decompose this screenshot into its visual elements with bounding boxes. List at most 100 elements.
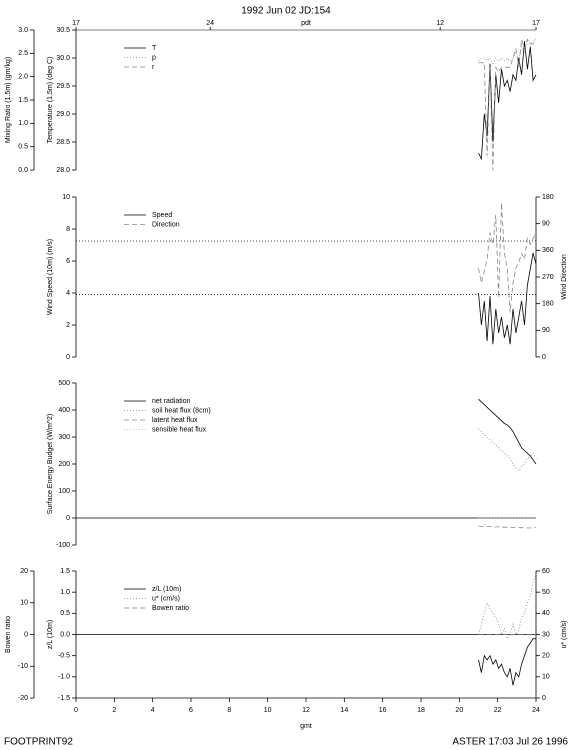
chart-title: 1992 Jun 02 JD:154: [241, 6, 331, 17]
y-tick-label: 90: [542, 327, 550, 334]
y-tick-label: -20: [18, 695, 28, 702]
x-tick-label: 16: [379, 707, 387, 714]
y-tick-label: 6: [66, 258, 70, 265]
y-tick-label: 60: [542, 568, 550, 575]
legend-label: u* (cm/s): [152, 595, 180, 602]
y-tick-label: 1.0: [18, 120, 28, 127]
y-tick-label: 4: [66, 290, 70, 297]
series-line: [478, 398, 537, 465]
y-tick-label: 0.0: [18, 167, 28, 174]
y-tick-label: 270: [542, 274, 554, 281]
y-tick-label: 1.5: [60, 568, 70, 575]
y-tick-label: 200: [58, 461, 70, 468]
legend-label: Speed: [152, 212, 172, 219]
legend-label: soil heat flux (8cm): [152, 407, 211, 414]
x2-tick-label: 17: [72, 20, 80, 27]
y-tick-label: 180: [542, 301, 554, 308]
x-tick-label: 6: [189, 707, 193, 714]
y-tick-label: 1.0: [60, 589, 70, 596]
footer-right: ASTER 17:03 Jul 26 1996: [452, 737, 568, 748]
series-line: [478, 41, 537, 161]
y-tick-label: 20: [542, 653, 550, 660]
y-tick-label: 29.0: [56, 111, 70, 118]
y-tick-label: -1.5: [58, 695, 70, 702]
x-axis-label: gmt: [300, 723, 312, 730]
y-tick-label: 40: [542, 610, 550, 617]
x-tick-label: 12: [302, 707, 310, 714]
series-line: [478, 428, 537, 472]
y-tick-label: 10: [542, 674, 550, 681]
series-line: [478, 38, 537, 171]
legend-label: T: [152, 45, 157, 52]
legend-label: Bowen ratio: [152, 605, 189, 612]
y-tick-label: 0: [542, 354, 546, 361]
axis-label: z/L (10m): [47, 620, 54, 649]
axis-label: Wind Direction: [561, 254, 568, 300]
y-tick-label: 8: [66, 226, 70, 233]
legend-label: p: [152, 54, 156, 61]
y-tick-label: -100: [56, 542, 70, 549]
series-line: [478, 525, 537, 529]
legend-label: latent heat flux: [152, 417, 198, 424]
series-line: [478, 252, 537, 345]
x-tick-label: 10: [264, 707, 272, 714]
axis-label: Wind Speed (10m) (m/s): [47, 239, 54, 315]
y-tick-label: 0.0: [60, 631, 70, 638]
x-tick-label: 18: [417, 707, 425, 714]
x-tick-label: 14: [340, 707, 348, 714]
x-tick-label: 20: [455, 707, 463, 714]
y-tick-label: -10: [18, 663, 28, 670]
series-line: [478, 40, 536, 65]
legend-label: Direction: [152, 221, 180, 228]
y-tick-label: 0: [24, 631, 28, 638]
y-tick-label: 0: [66, 515, 70, 522]
y-tick-label: 30: [542, 631, 550, 638]
x-tick-label: 24: [532, 707, 540, 714]
y-tick-label: 20: [20, 568, 28, 575]
y-tick-label: 28.5: [56, 139, 70, 146]
y-tick-label: -0.5: [58, 653, 70, 660]
x-tick-label: 4: [151, 707, 155, 714]
y-tick-label: 0.5: [18, 144, 28, 151]
y-tick-label: 360: [542, 247, 554, 254]
y-tick-label: 300: [58, 434, 70, 441]
y-tick-label: 100: [58, 488, 70, 495]
x-tick-label: 0: [74, 707, 78, 714]
legend-label: sensible heat flux: [152, 426, 207, 433]
legend-label: net radiation: [152, 398, 191, 405]
y-tick-label: 28.0: [56, 167, 70, 174]
y-tick-label: 500: [58, 380, 70, 387]
series-line: [478, 202, 537, 313]
x-tick-label: 8: [227, 707, 231, 714]
y-tick-label: 0.5: [60, 610, 70, 617]
axis-label: Bowen ratio: [5, 616, 12, 653]
axis-label: Surface Energy Budget (W/m^2): [47, 414, 54, 515]
y-tick-label: 3.0: [18, 27, 28, 34]
y-tick-label: 180: [542, 194, 554, 201]
x2-tick-label: 24: [206, 20, 214, 27]
x-tick-label: 2: [112, 707, 116, 714]
y-tick-label: -1.0: [58, 674, 70, 681]
y-tick-label: 29.5: [56, 83, 70, 90]
legend-label: r: [152, 64, 155, 71]
x2-tick-label: 17: [532, 20, 540, 27]
x2-tick-label: 12: [436, 20, 444, 27]
y-tick-label: 1.5: [18, 97, 28, 104]
legend-label: z/L (10m): [152, 586, 181, 593]
series-line: [478, 575, 537, 640]
series-line: [478, 638, 536, 686]
y-tick-label: 0: [66, 354, 70, 361]
footer-left: FOOTPRINT92: [4, 737, 73, 748]
y-tick-label: 2.0: [18, 74, 28, 81]
axis-label: Temperature (1.5m) (deg C): [47, 57, 54, 144]
y-tick-label: 90: [542, 221, 550, 228]
y-tick-label: 400: [58, 407, 70, 414]
axis-label: u* (cm/s): [561, 621, 568, 649]
y-tick-label: 10: [62, 194, 70, 201]
y-tick-label: 10: [20, 600, 28, 607]
y-tick-label: 2.5: [18, 50, 28, 57]
axis-label: Mixing Ratio (1.5m) (gm/kg): [5, 57, 12, 143]
y-tick-label: 0: [542, 695, 546, 702]
